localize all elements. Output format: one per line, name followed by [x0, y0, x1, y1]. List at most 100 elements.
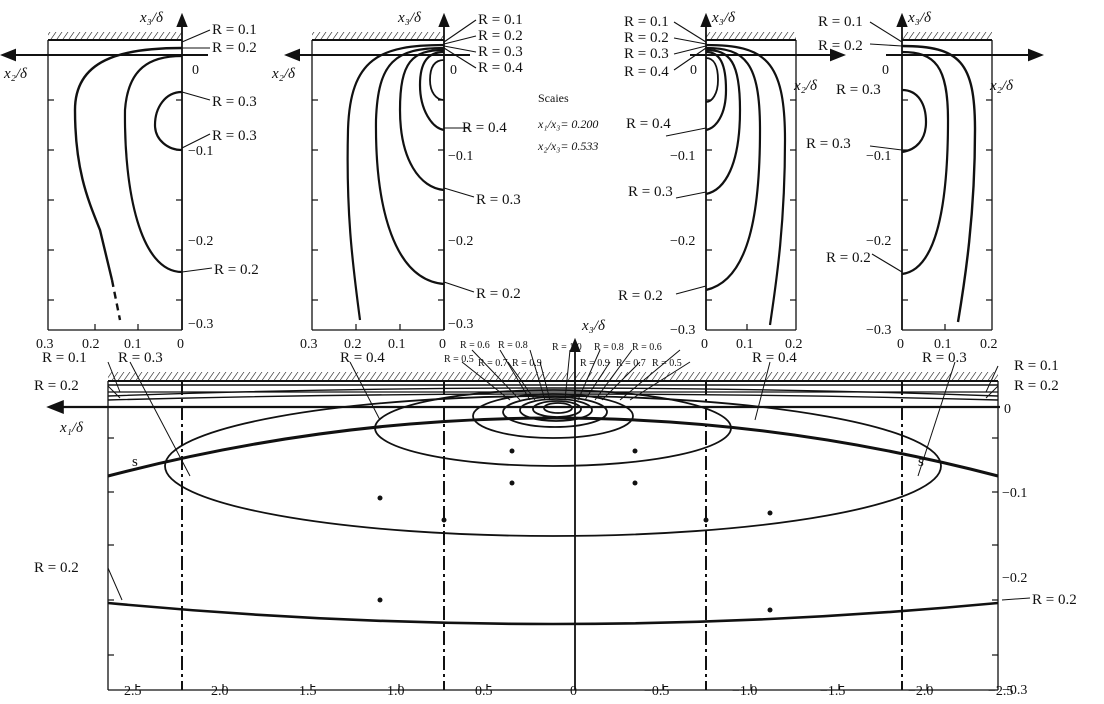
x2-axis-label-p2: x₂/δ [271, 66, 296, 82]
tick-label: −0.5 [644, 684, 669, 699]
contour-r02 [705, 43, 787, 326]
tick-label: −0.1 [188, 144, 213, 159]
r-label: R = 0.4 [624, 64, 669, 80]
tick-label: 0.3 [300, 337, 318, 352]
tick-label: 0.1 [124, 337, 142, 352]
leaders [869, 21, 903, 273]
panel-2-ticks: 0 −0.1 −0.2 −0.3 0.3 0.2 0.1 0 [300, 63, 473, 352]
tick-label: −0.2 [448, 234, 473, 249]
tick-label: 0.1 [736, 337, 754, 352]
center-leaders [107, 349, 1031, 601]
tick-label: 0.2 [344, 337, 362, 352]
section-lines [181, 381, 903, 690]
r-label: R = 0.1 [818, 14, 863, 30]
r-label: R = 0.2 [818, 38, 863, 54]
r-label: R = 0.2 [34, 560, 79, 576]
contour-r02-dashed [110, 279, 122, 321]
x3-axis-label-p2: x₃/δ [397, 10, 422, 26]
contour-r09 [543, 402, 573, 414]
tick-label: 0.3 [36, 337, 54, 352]
r-label: R = 0.2 [214, 262, 259, 278]
r-label-small: R = 0.5 [444, 354, 474, 365]
tick-label: 0.1 [934, 337, 952, 352]
leaders [665, 21, 707, 295]
r-label: R = 0.3 [212, 94, 257, 110]
tick-label: 2.5 [124, 684, 142, 699]
scales-line1: x₁/x₃= 0.200 [537, 117, 598, 131]
contour-r02 [901, 44, 977, 323]
contour-r02 [346, 43, 445, 321]
tick-label: 0 [192, 63, 199, 78]
s-label: s [918, 454, 924, 470]
wall-hatch [108, 372, 998, 380]
leaders [443, 19, 477, 293]
panel-3-ticks: 0 −0.1 −0.2 −0.3 0 0.1 0.2 [670, 63, 803, 352]
tick-label: −0.1 [1002, 486, 1027, 501]
frame-ticks [312, 99, 444, 330]
tick-label: −0.3 [448, 317, 473, 332]
tick-label: 0.2 [980, 337, 998, 352]
r-label: R = 0.2 [478, 28, 523, 44]
tick-label: 0 [690, 63, 697, 78]
r-label: R = 0.4 [340, 350, 385, 366]
tick-label: 0 [897, 337, 904, 352]
tick-label: 0 [701, 337, 708, 352]
contour-r03 [901, 88, 928, 154]
tick-label: 1.0 [387, 684, 405, 699]
frame-ticks [706, 99, 796, 330]
tick-label: −0.2 [866, 234, 891, 249]
contour-r04-inner [705, 57, 719, 103]
panel-4-ticks: 0 −0.1 −0.2 −0.3 0 0.1 0.2 [866, 63, 998, 352]
panel-2 [284, 12, 477, 331]
tick-label: −2.0 [908, 684, 933, 699]
r-label-small: R = 1.0 [552, 342, 582, 353]
r-label-small: R = 0.6 [632, 342, 662, 353]
wall-hatch [706, 32, 796, 39]
r-label: R = 0.3 [806, 136, 851, 152]
contour-r04 [705, 50, 728, 132]
r-label: R = 0.2 [826, 250, 871, 266]
tick-label: 0 [570, 684, 577, 699]
tick-label: −0.2 [1002, 571, 1027, 586]
tick-label: −2.5 [988, 684, 1013, 699]
s-label: s [132, 454, 138, 470]
tick-label: −0.1 [866, 149, 891, 164]
r-label-small: R = 0.9 [512, 358, 542, 369]
r-label: R = 0.3 [478, 44, 523, 60]
tick-label: 0 [177, 337, 184, 352]
r-label: R = 0.4 [478, 60, 523, 76]
contour-r02-lower [107, 601, 999, 626]
contour-r04-inner [429, 59, 445, 101]
x3-axis-label-p3: x₃/δ [711, 10, 736, 26]
r-label-small: R = 0.7 [616, 358, 646, 369]
contour-r03 [705, 48, 742, 196]
tick-label: 0.1 [388, 337, 406, 352]
r-label: R = 0.3 [118, 350, 163, 366]
r-label: R = 0.2 [34, 378, 79, 394]
grid-dots [377, 448, 773, 613]
contour-r04 [418, 50, 445, 132]
panel-4 [869, 12, 1044, 331]
contour-r06 [502, 396, 608, 428]
r-labels-bottom: R = 0.1 R = 0.3 R = 0.2 R = 0.4 R = 0.4 … [34, 340, 1077, 608]
tick-label: 0 [1004, 402, 1011, 417]
r-label-small: R = 0.8 [498, 340, 528, 351]
wall-hatch [48, 32, 182, 39]
r-label-small: R = 0.6 [460, 340, 490, 351]
r-label: R = 0.3 [628, 184, 673, 200]
panel-1 [0, 12, 208, 331]
r-label: R = 0.2 [476, 286, 521, 302]
tick-label: −0.3 [188, 317, 213, 332]
r-label-small: R = 0.7 [478, 358, 508, 369]
tick-label: 0 [439, 337, 446, 352]
r-label: R = 0.3 [624, 46, 669, 62]
tick-label: −0.3 [1002, 683, 1027, 698]
tick-label: 1.5 [299, 684, 317, 699]
r-label: R = 0.2 [618, 288, 663, 304]
panel-1-ticks: 0 −0.1 −0.2 −0.3 0.3 0.2 0.1 0 [36, 63, 213, 352]
r-label: R = 0.4 [626, 116, 671, 132]
x1-axis-label: x₁/δ [59, 420, 84, 436]
r-label: R = 0.1 [212, 22, 257, 38]
contour-r02-inner [705, 46, 762, 292]
r-label: R = 0.1 [624, 14, 669, 30]
